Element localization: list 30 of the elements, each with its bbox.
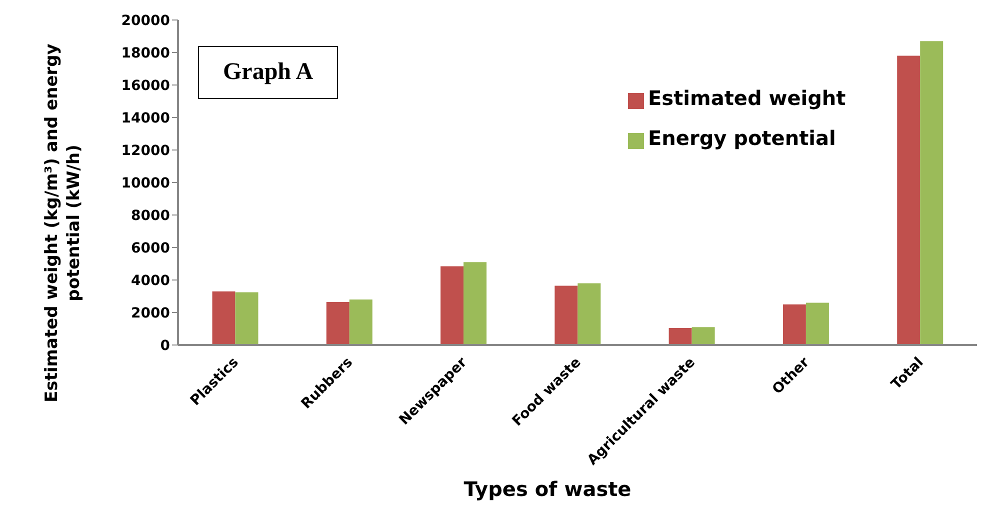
bar	[440, 266, 464, 345]
bar	[897, 56, 920, 345]
y-tick-label: 6000	[131, 240, 170, 256]
y-tick-label: 0	[160, 338, 170, 354]
y-tick-label: 12000	[121, 142, 170, 159]
y-tick-label: 4000	[131, 272, 170, 289]
bar	[349, 300, 372, 345]
legend-label: Energy potential	[648, 126, 836, 150]
text: Graph A	[198, 46, 338, 99]
y-tick-label: 2000	[131, 305, 170, 322]
y-tick-label: 10000	[121, 175, 170, 192]
y-tick-label: 14000	[121, 110, 170, 126]
y-tick-label: 8000	[131, 208, 170, 224]
bar	[806, 302, 829, 345]
bar	[464, 262, 487, 345]
bar	[668, 328, 692, 345]
bar	[782, 304, 806, 345]
bar	[212, 291, 236, 345]
bar	[235, 292, 258, 345]
legend-label: Estimated weight	[648, 86, 846, 110]
y-tick-label: 16000	[121, 78, 170, 94]
bar	[692, 327, 715, 345]
bar	[326, 302, 350, 345]
x-axis-title: Types of waste	[462, 477, 632, 501]
bar	[554, 286, 578, 345]
y-tick-label: 18000	[121, 45, 170, 62]
bar	[578, 283, 601, 345]
bar	[920, 41, 944, 345]
y-axis-title: Estimated weight (kg/m³) and energy potential (kW/h)	[42, 44, 84, 402]
y-tick-label: 20000	[121, 12, 170, 29]
